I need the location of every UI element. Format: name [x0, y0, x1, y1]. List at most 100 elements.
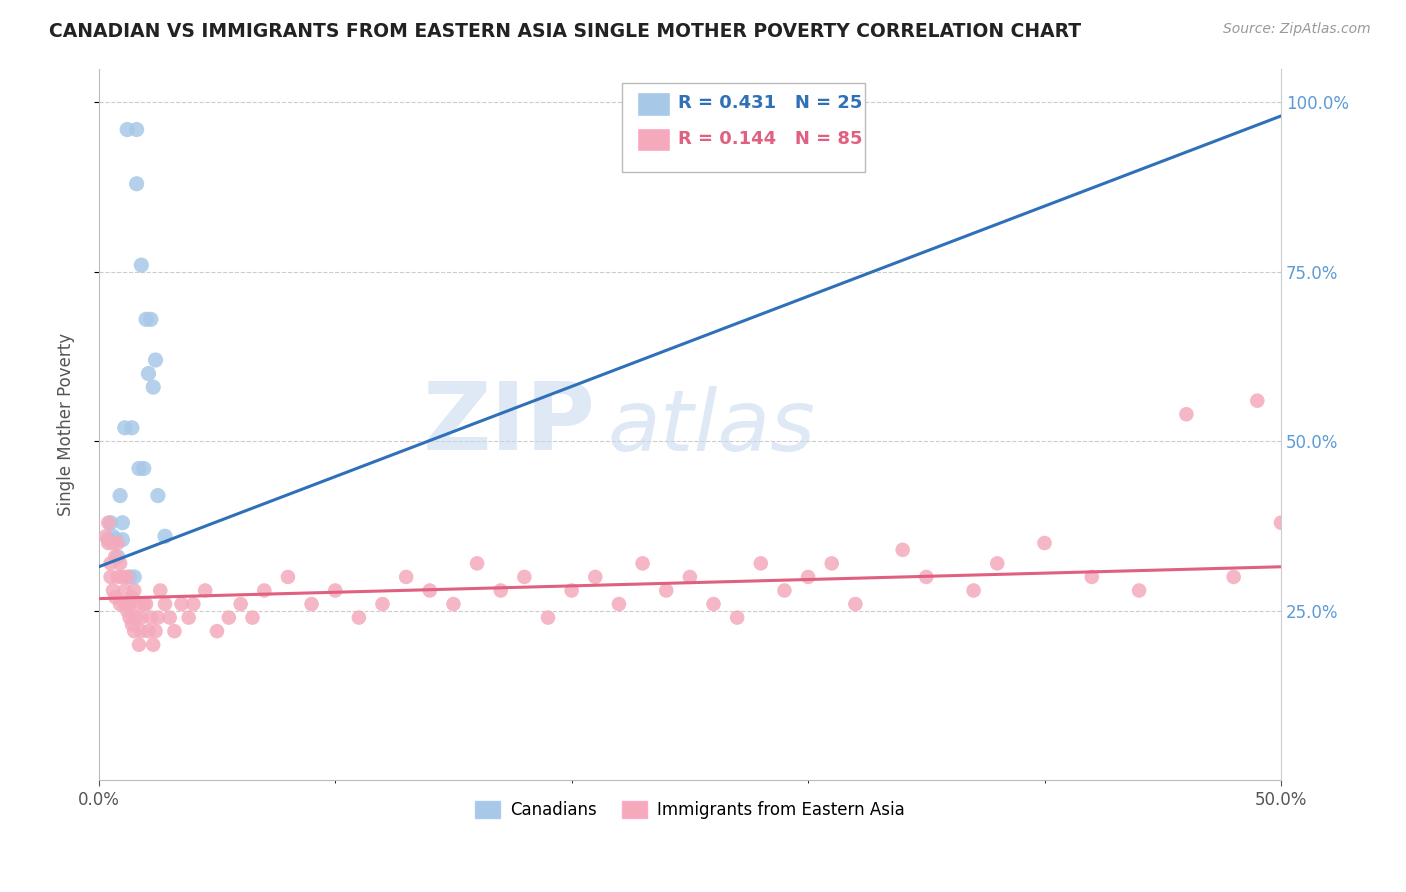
Point [135, 597, 157, 611]
Point [121, 617, 143, 632]
Point [115, 122, 138, 136]
Point [101, 529, 124, 543]
Point [537, 610, 560, 624]
Point [277, 570, 299, 584]
Point [122, 570, 145, 584]
Point [1222, 570, 1244, 584]
Text: Source: ZipAtlas.com: Source: ZipAtlas.com [1223, 22, 1371, 37]
Point [139, 312, 162, 326]
Point [111, 533, 134, 547]
Point [301, 597, 323, 611]
Point [371, 597, 394, 611]
Point [139, 610, 162, 624]
Point [229, 597, 252, 611]
Point [104, 591, 127, 605]
Point [443, 597, 465, 611]
Point [149, 583, 172, 598]
Point [111, 570, 134, 584]
Point [915, 570, 938, 584]
Point [159, 610, 181, 624]
FancyBboxPatch shape [623, 83, 865, 172]
Point [844, 597, 866, 611]
Point [194, 583, 217, 598]
Point [561, 583, 583, 598]
Point [702, 597, 724, 611]
Text: ZIP: ZIP [422, 378, 595, 470]
Point [122, 624, 145, 639]
Text: atlas: atlas [607, 386, 815, 469]
Point [108, 489, 131, 503]
Text: R = 0.431   N = 25: R = 0.431 N = 25 [678, 95, 862, 112]
Point [100, 516, 122, 530]
Point [114, 583, 136, 598]
FancyBboxPatch shape [638, 129, 669, 151]
Point [146, 489, 169, 503]
Y-axis label: Single Mother Poverty: Single Mother Poverty [58, 333, 75, 516]
Point [100, 557, 122, 571]
Point [108, 557, 131, 571]
Point [177, 610, 200, 624]
Point [1128, 583, 1150, 598]
Point [121, 591, 143, 605]
Point [986, 557, 1008, 571]
Point [145, 624, 167, 639]
Point [323, 583, 346, 598]
Point [631, 557, 654, 571]
Point [797, 570, 820, 584]
Point [891, 542, 914, 557]
Point [1270, 516, 1292, 530]
Point [145, 353, 167, 368]
Point [97, 533, 120, 547]
Point [107, 536, 129, 550]
Point [821, 557, 844, 571]
Point [183, 597, 205, 611]
Point [489, 583, 512, 598]
Point [125, 122, 148, 136]
Point [128, 638, 150, 652]
Point [205, 624, 228, 639]
Legend: Canadians, Immigrants from Eastern Asia: Canadians, Immigrants from Eastern Asia [468, 794, 911, 825]
Point [101, 583, 124, 598]
Point [97, 516, 120, 530]
Point [773, 583, 796, 598]
Point [131, 258, 153, 272]
Point [101, 536, 124, 550]
Point [607, 597, 630, 611]
Point [94, 529, 117, 543]
Text: CANADIAN VS IMMIGRANTS FROM EASTERN ASIA SINGLE MOTHER POVERTY CORRELATION CHART: CANADIAN VS IMMIGRANTS FROM EASTERN ASIA… [49, 22, 1081, 41]
Point [583, 570, 606, 584]
Point [1246, 393, 1268, 408]
Point [118, 610, 141, 624]
Point [153, 597, 176, 611]
Point [108, 597, 131, 611]
Point [131, 610, 153, 624]
Point [146, 610, 169, 624]
Point [122, 583, 145, 598]
Point [513, 570, 536, 584]
Point [104, 549, 127, 564]
Point [253, 583, 276, 598]
Point [114, 597, 136, 611]
Point [962, 583, 984, 598]
Point [170, 597, 193, 611]
Point [107, 549, 129, 564]
Point [107, 570, 129, 584]
Point [1081, 570, 1104, 584]
Point [114, 421, 136, 435]
Point [725, 610, 748, 624]
Point [97, 536, 120, 550]
Point [125, 597, 148, 611]
Point [135, 312, 157, 326]
Point [395, 570, 418, 584]
Point [132, 597, 155, 611]
Point [138, 624, 160, 639]
Point [163, 624, 186, 639]
Point [1033, 536, 1056, 550]
Point [142, 380, 165, 394]
Point [125, 177, 148, 191]
Point [121, 421, 143, 435]
Point [100, 570, 122, 584]
Point [1175, 407, 1198, 421]
Point [118, 570, 141, 584]
Point [115, 570, 138, 584]
